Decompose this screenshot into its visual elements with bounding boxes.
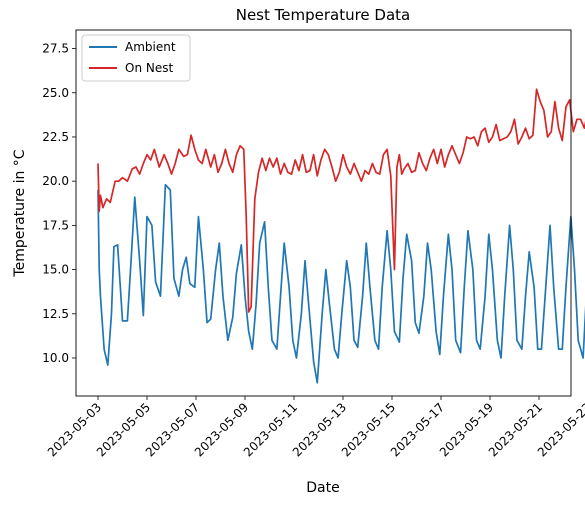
legend-label-ambient: Ambient xyxy=(125,40,176,54)
legend: Ambient On Nest xyxy=(81,34,191,82)
chart-title: Nest Temperature Data xyxy=(236,6,411,24)
y-tick-label: 15.0 xyxy=(42,263,69,277)
y-tick-label: 22.5 xyxy=(42,130,69,144)
series-line-ambient xyxy=(97,183,585,384)
y-axis-label: Temperature in °C xyxy=(12,149,28,277)
plot-background xyxy=(76,30,571,396)
y-tick-label: 20.0 xyxy=(42,174,69,188)
legend-label-on-nest: On Nest xyxy=(125,61,173,75)
y-axis-ticks: 10.0 12.5 15.0 17.5 20.0 22.5 25.0 27.5 xyxy=(42,42,76,365)
y-tick-label: 25.0 xyxy=(42,86,69,100)
series-layer xyxy=(97,88,585,384)
y-tick-label: 10.0 xyxy=(42,351,69,365)
y-tick-label: 12.5 xyxy=(42,307,69,321)
plot-frame xyxy=(75,29,572,397)
x-axis-label: Date xyxy=(306,480,339,496)
plot-area: 10.012.515.017.520.022.525.027.5 2023-05… xyxy=(42,29,585,459)
y-tick-label: 27.5 xyxy=(42,42,69,56)
series-line-on-nest xyxy=(97,88,585,313)
y-tick-label: 17.5 xyxy=(42,218,69,232)
